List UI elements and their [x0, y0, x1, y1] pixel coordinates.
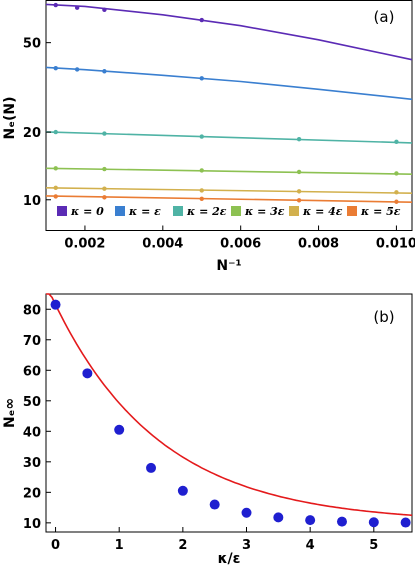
panel-a-y-tick-label: 10 [23, 194, 41, 209]
data-point-11 [400, 517, 411, 528]
panel-a-x-tick-label: 0.006 [220, 237, 261, 252]
panel-a-marks [45, 2, 413, 204]
legend-swatch-5 [347, 206, 357, 216]
series-3-point-3 [296, 169, 302, 175]
series-2-point-2 [199, 134, 204, 139]
data-point-5 [209, 499, 220, 510]
series-4-point-3 [296, 189, 302, 194]
panel-a-legend: κ = 0 κ = ε κ = 2ε κ = 3ε κ = 4ε κ = 5ε [57, 205, 401, 218]
panel-a-x-tick-label: 0.004 [142, 237, 183, 252]
panel-b-tag: (b) [373, 308, 394, 326]
data-point-8 [305, 515, 316, 526]
series-0-point-3 [199, 17, 204, 23]
series-4-fit-line [45, 187, 413, 194]
legend-label-5: κ = 5ε [360, 205, 401, 218]
panel-a-y-tick-label: 50 [23, 37, 41, 52]
data-point-4 [177, 485, 188, 496]
panel-b-y-tick-label: 20 [23, 486, 41, 501]
data-point-0 [50, 299, 61, 310]
panel-b-x-tick-label: 2 [178, 538, 187, 553]
fit-curve [46, 293, 413, 517]
panel-b-y-tick-label: 50 [23, 395, 41, 410]
panel-b-ticks: 0 1 2 3 4 5 10 20 30 40 50 60 70 80 [23, 303, 378, 553]
panel-b-y-tick-label: 80 [23, 303, 41, 318]
series-5-point-2 [199, 196, 204, 202]
data-point-3 [146, 462, 157, 473]
legend-label-1: κ = ε [128, 205, 161, 218]
panel-b-y-tick-label: 70 [23, 334, 41, 349]
legend-swatch-2 [173, 206, 183, 216]
panel-b-x-tick-label: 1 [115, 538, 124, 553]
legend-swatch-0 [57, 206, 67, 216]
series-5-point-0 [53, 194, 58, 199]
panel-a-tag: (a) [374, 8, 395, 26]
series-4-point-0 [53, 185, 58, 191]
legend-swatch-4 [289, 206, 299, 216]
series-3-fit-line [45, 167, 413, 175]
series-2-point-1 [102, 131, 107, 136]
data-point-1 [82, 368, 93, 379]
series-4-point-2 [199, 188, 204, 193]
series-3-point-2 [199, 168, 204, 173]
series-0-point-0 [53, 2, 58, 8]
panel-b: 0 1 2 3 4 5 10 20 30 40 50 60 70 80 (b) κ/ε Nₑ∞ [2, 293, 413, 567]
panel-a-x-tick-label: 0.002 [64, 237, 105, 252]
series-5-point-4 [394, 199, 399, 204]
panel-b-y-tick-label: 10 [23, 517, 41, 532]
panel-b-y-tick-label: 40 [23, 425, 41, 440]
series-3-point-4 [394, 171, 399, 176]
series-1-point-1 [74, 67, 80, 72]
panel-b-x-tick-label: 5 [369, 538, 378, 553]
series-4-point-4 [394, 190, 399, 195]
panel-a-y-axis-label: Nₑ(N) [2, 97, 18, 140]
legend-label-2: κ = 2ε [186, 205, 227, 218]
series-5-fit-line [45, 195, 413, 203]
series-0-point-1 [74, 5, 80, 10]
legend-label-0: κ = 0 [70, 205, 104, 218]
legend-swatch-3 [231, 206, 241, 216]
panel-a-x-tick-label: 0.010 [376, 237, 415, 252]
legend-swatch-1 [115, 206, 125, 216]
panel-a-frame [45, 0, 413, 231]
series-1-point-0 [53, 65, 58, 71]
data-point-10 [368, 517, 379, 528]
data-point-7 [273, 512, 284, 523]
series-2-point-4 [394, 139, 399, 145]
panel-b-x-tick-label: 4 [306, 538, 315, 553]
series-1-fit-line [45, 66, 413, 101]
data-point-6 [241, 507, 252, 518]
panel-b-x-tick-label: 0 [51, 538, 60, 553]
series-3-point-0 [53, 166, 58, 171]
series-1-point-3 [199, 76, 204, 81]
panel-b-x-axis-label: κ/ε [218, 551, 241, 567]
series-5-point-3 [296, 198, 302, 203]
series-2-point-0 [53, 129, 58, 135]
series-4-point-1 [102, 186, 107, 191]
series-0-point-2 [102, 7, 107, 13]
panel-a-x-axis-label: N⁻¹ [216, 258, 241, 274]
series-3-point-1 [102, 166, 107, 172]
data-point-9 [336, 516, 347, 527]
panel-b-y-tick-label: 60 [23, 364, 41, 379]
series-2-fit-line [45, 131, 413, 144]
legend-label-4: κ = 4ε [302, 205, 343, 218]
panel-b-y-tick-label: 30 [23, 456, 41, 471]
legend-label-3: κ = 3ε [244, 205, 285, 218]
panel-b-marks [46, 293, 413, 528]
series-2-point-3 [296, 136, 302, 142]
panel-b-frame [45, 293, 413, 533]
panel-a-ticks: 0.002 0.004 0.006 0.008 0.010 10 20 50 [23, 37, 415, 252]
panel-a-y-tick-label: 20 [23, 126, 41, 141]
panel-b-x-tick-label: 3 [242, 538, 251, 553]
data-point-2 [114, 424, 125, 435]
panel-b-y-axis-label: Nₑ∞ [2, 398, 18, 428]
series-1-point-2 [102, 69, 107, 74]
series-5-point-1 [102, 195, 107, 200]
panel-a-x-tick-label: 0.008 [298, 237, 339, 252]
series-0-fit-line [45, 3, 413, 61]
